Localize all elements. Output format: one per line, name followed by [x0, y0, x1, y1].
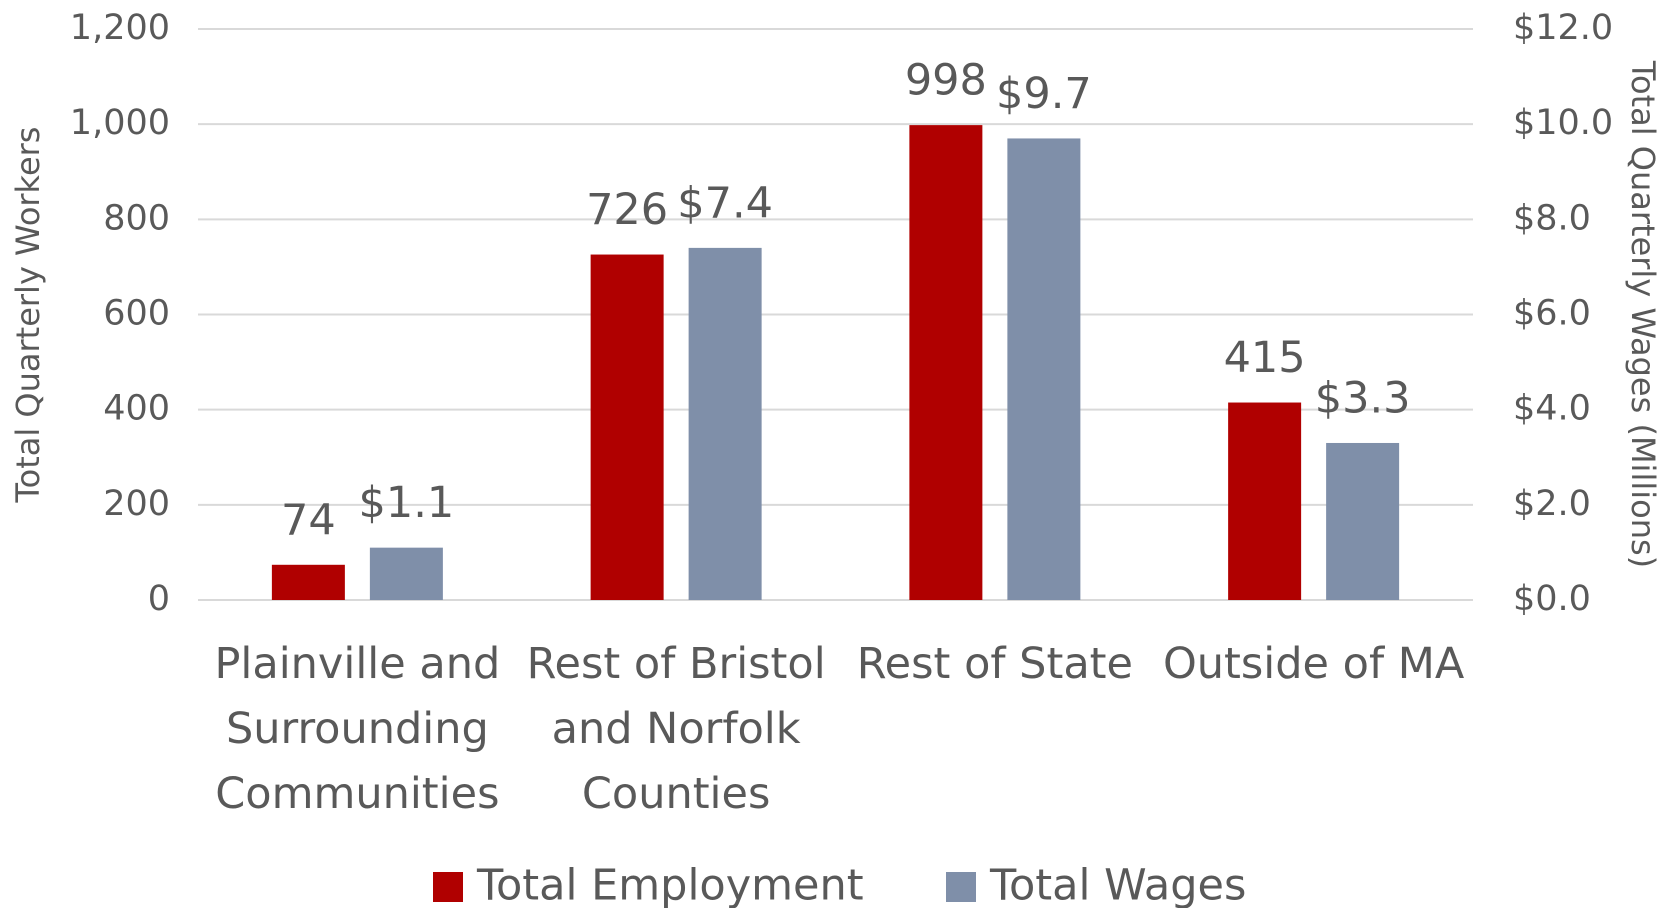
y-tick-label: 800 — [103, 198, 170, 238]
y-tick-label: 600 — [103, 294, 170, 334]
bar — [590, 254, 664, 601]
y-tick-label: 400 — [103, 389, 170, 429]
y2-tick-label: $12.0 — [1513, 8, 1613, 48]
y2-tick-label: $4.0 — [1513, 389, 1591, 429]
y2-tick-label: $6.0 — [1513, 294, 1591, 334]
data-label: $1.1 — [359, 478, 455, 528]
y2-axis-title: Total Quarterly Wages (Millions) — [1624, 60, 1662, 568]
y2-tick-label: $10.0 — [1513, 103, 1613, 143]
data-label: 415 — [1224, 333, 1306, 383]
legend-label: Total Employment — [476, 861, 864, 908]
y2-tick-label: $2.0 — [1513, 484, 1591, 524]
y-axis-title: Total Quarterly Workers — [9, 127, 47, 504]
bar — [1007, 138, 1081, 601]
y-tick-label: 0 — [148, 579, 170, 619]
y-tick-label: 1,000 — [70, 103, 170, 143]
data-label: $9.7 — [996, 69, 1092, 119]
bar — [271, 564, 345, 600]
data-label: $7.4 — [677, 178, 773, 228]
x-tick-label: Rest of Bristol and Norfolk Counties — [526, 639, 826, 819]
bar — [909, 125, 983, 600]
bar — [688, 247, 762, 600]
x-tick-label: Plainville and Surrounding Communities — [214, 639, 501, 819]
y2-tick-label: $0.0 — [1513, 579, 1591, 619]
x-tick-label: Rest of State — [856, 639, 1134, 689]
bar — [1228, 402, 1302, 600]
y-tick-label: 200 — [103, 484, 170, 524]
legend-label: Total Wages — [989, 861, 1246, 908]
legend-swatch — [946, 872, 976, 902]
x-tick-label: Outside of MA — [1162, 639, 1465, 689]
data-label: 74 — [281, 495, 336, 545]
data-label: 726 — [586, 185, 668, 235]
bar — [1326, 442, 1400, 600]
data-label: $3.3 — [1315, 373, 1411, 423]
data-label: 998 — [905, 56, 987, 106]
bar — [369, 547, 443, 600]
y2-tick-label: $8.0 — [1513, 198, 1591, 238]
legend-swatch — [433, 872, 463, 902]
y-tick-label: 1,200 — [70, 8, 170, 48]
